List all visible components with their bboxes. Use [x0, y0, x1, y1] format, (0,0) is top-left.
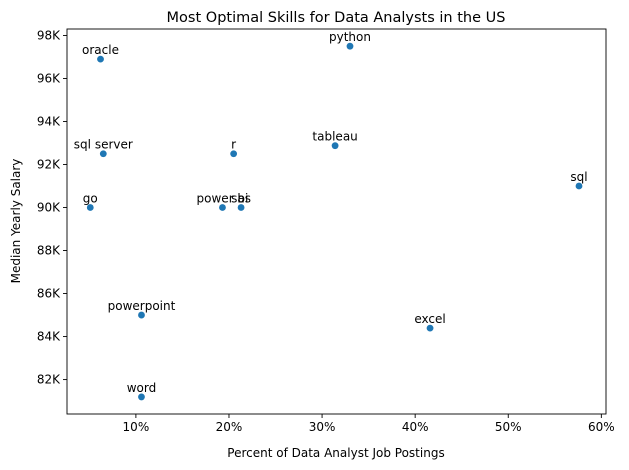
data-point-label: tableau — [312, 130, 357, 144]
data-point-word — [138, 393, 145, 401]
x-tick-label: 20% — [216, 420, 243, 434]
y-tick-label: 86K — [37, 287, 61, 301]
data-point-label: sas — [231, 192, 251, 206]
data-point-tableau — [331, 142, 339, 150]
y-tick-label: 96K — [37, 71, 61, 85]
y-tick-label: 88K — [37, 244, 61, 258]
chart-title: Most Optimal Skills for Data Analysts in… — [167, 10, 506, 26]
data-point-sas — [237, 204, 245, 211]
data-point-label: sql server — [74, 138, 133, 152]
x-axis-label: Percent of Data Analyst Job Postings — [227, 446, 444, 460]
data-point-label: excel — [414, 312, 445, 326]
x-tick-label: 30% — [309, 420, 336, 434]
data-point-label: power bi — [197, 192, 249, 206]
data-point-sql-server — [99, 150, 107, 158]
x-tick-label: 60% — [588, 420, 615, 434]
y-tick-label: 82K — [37, 373, 61, 387]
data-point-sql — [575, 182, 583, 190]
data-point-label: word — [127, 381, 157, 395]
data-points — [86, 42, 583, 401]
x-axis: 10% 20% 30% 40% 50% 60% — [123, 414, 615, 434]
y-axis-label: Median Yearly Salary — [9, 159, 23, 284]
y-axis: 82K 84K 86K 88K 90K 92K 94K 96K 98K — [37, 28, 67, 387]
plot-area — [66, 28, 607, 415]
data-point-power-bi — [219, 204, 226, 211]
data-point-label: sql — [570, 170, 587, 184]
data-point-powerpoint — [138, 311, 145, 319]
data-point-excel — [426, 324, 434, 332]
data-point-label: python — [329, 30, 371, 44]
x-tick-label: 50% — [495, 420, 522, 434]
data-point-label: r — [231, 138, 236, 152]
y-tick-label: 98K — [37, 28, 61, 42]
data-point-label: powerpoint — [108, 299, 176, 313]
data-point-label: oracle — [82, 43, 119, 57]
data-point-oracle — [97, 55, 104, 63]
data-point-r — [230, 150, 238, 158]
x-tick-label: 40% — [402, 420, 429, 434]
data-point-label: go — [83, 192, 98, 206]
x-tick-label: 10% — [123, 420, 150, 434]
data-point-go — [86, 204, 94, 211]
y-tick-label: 84K — [37, 330, 61, 344]
y-tick-label: 94K — [37, 114, 61, 128]
data-point-python — [346, 42, 354, 50]
y-tick-label: 92K — [37, 158, 61, 172]
y-tick-label: 90K — [37, 201, 61, 215]
data-point-labels: oracle python sql server r tableau sql go power… — [74, 30, 588, 395]
